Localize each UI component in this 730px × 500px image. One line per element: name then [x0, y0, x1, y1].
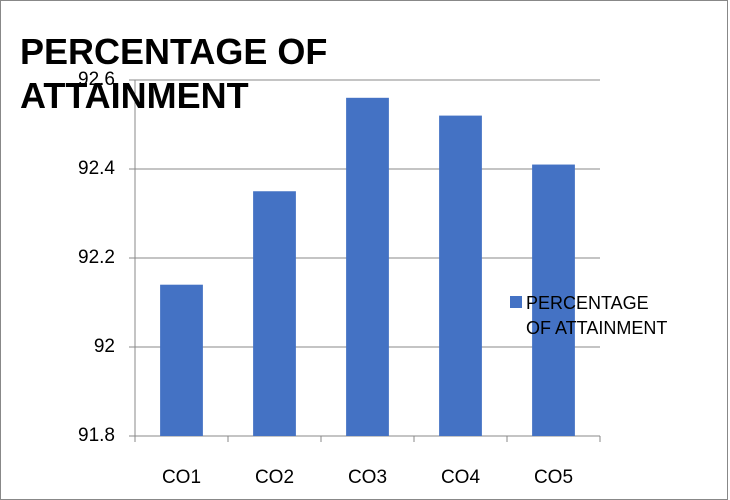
legend-swatch: [510, 296, 522, 308]
bar: [439, 115, 482, 436]
x-tick-label: CO2: [255, 467, 294, 486]
y-tick-label: 92.4: [78, 158, 115, 179]
bar: [532, 164, 575, 437]
x-tick-label: CO4: [441, 467, 481, 486]
y-tick-label: 91.8: [78, 425, 115, 446]
chart: 91.8 92 92.2 92.4 92.6 CO1 CO2 CO3 CO4 CO5: [78, 69, 601, 486]
y-tick-label: 92.2: [78, 247, 115, 268]
bar: [253, 191, 296, 436]
chart-title: PERCENTAGE OF ATTAINMENT: [20, 31, 328, 116]
y-tick-label: 92: [94, 336, 115, 357]
x-tick-label: CO3: [348, 467, 387, 486]
y-tick-label: 92.6: [78, 69, 115, 90]
bar: [346, 97, 389, 437]
x-tick-label: CO1: [162, 467, 201, 486]
legend-label: PERCENTAGE OF ATTAINMENT: [526, 293, 668, 338]
bar: [160, 284, 203, 436]
x-tick-label: CO5: [534, 467, 573, 486]
